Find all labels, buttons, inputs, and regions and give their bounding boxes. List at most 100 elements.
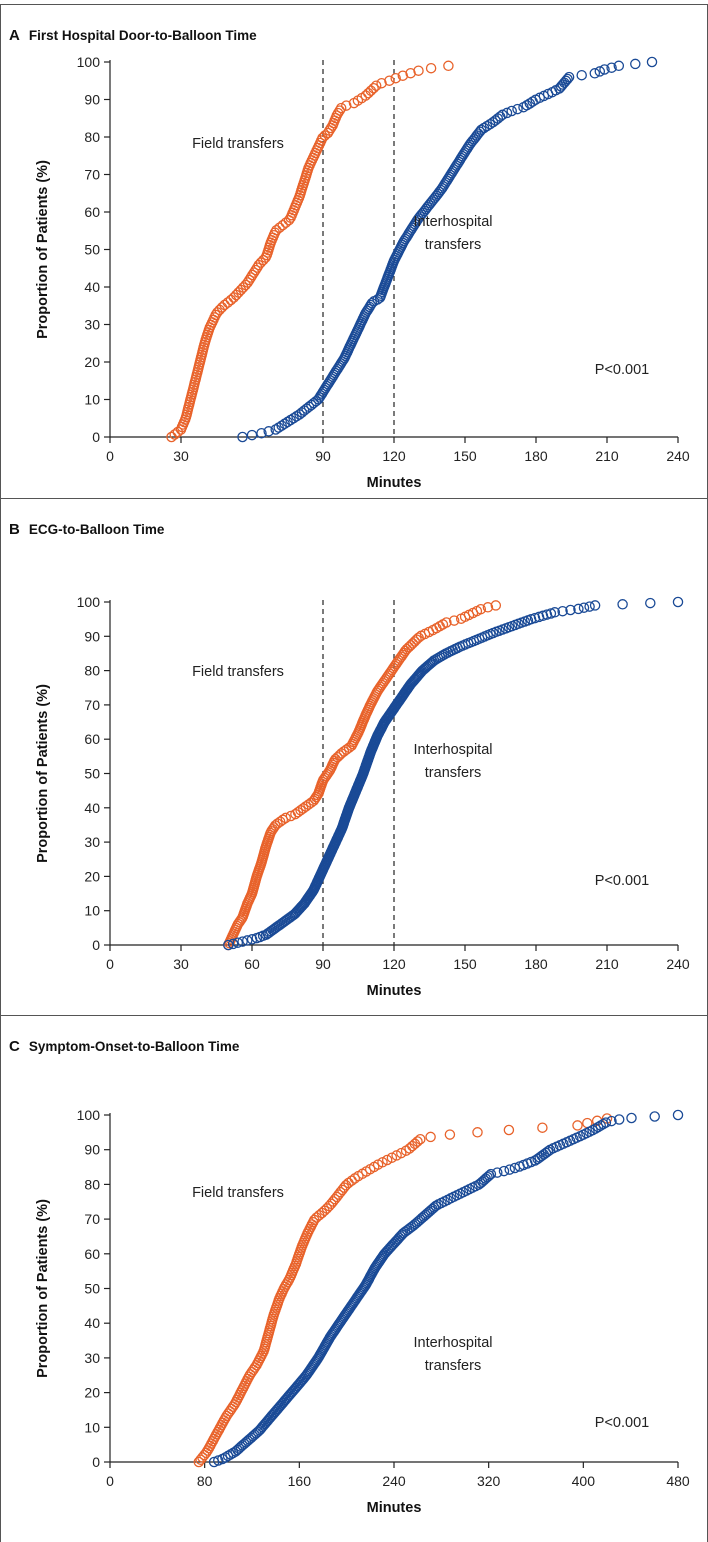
- data-point: [232, 937, 244, 948]
- data-point: [484, 118, 496, 130]
- series-field: [166, 60, 454, 443]
- data-point: [409, 636, 420, 647]
- x-tick-label-240: 240: [666, 448, 690, 464]
- data-point: [482, 1171, 493, 1183]
- series-field: [223, 600, 502, 951]
- data-point: [672, 1109, 684, 1121]
- data-point: [645, 597, 656, 609]
- y-tick-label-90: 90: [84, 628, 100, 644]
- data-point: [557, 605, 568, 617]
- data-point: [396, 1147, 407, 1159]
- data-point: [242, 935, 253, 946]
- data-point: [572, 1120, 583, 1131]
- data-point: [405, 640, 417, 651]
- data-point: [448, 615, 460, 626]
- data-point: [280, 812, 291, 824]
- x-tick-label-30: 30: [173, 956, 189, 972]
- data-point: [504, 1164, 515, 1175]
- data-point: [599, 64, 610, 75]
- data-point: [506, 105, 517, 117]
- x-axis-label: Minutes: [367, 983, 422, 999]
- y-tick-label-20: 20: [84, 354, 100, 370]
- data-point: [521, 100, 533, 111]
- data-point: [276, 420, 287, 431]
- data-point: [537, 1122, 548, 1133]
- data-point: [606, 1115, 617, 1127]
- data-point: [646, 56, 658, 68]
- data-point: [263, 426, 274, 437]
- data-point: [595, 1120, 606, 1131]
- panel-c-title: Symptom-Onset-to-Balloon Time: [28, 1038, 240, 1054]
- data-point: [563, 71, 575, 83]
- chart-b-svg: 0 10 20 30 40 50 60 70 80 90 100 0 30 60 90 120 150 180 21…: [35, 594, 690, 999]
- data-point: [589, 600, 601, 611]
- data-point: [335, 102, 347, 114]
- data-point: [444, 1129, 456, 1140]
- data-point: [256, 427, 267, 439]
- data-point: [166, 431, 177, 443]
- interhospital-label-line2: transfers: [425, 765, 481, 781]
- data-point: [366, 297, 378, 309]
- panel-a-letter: A: [9, 26, 20, 44]
- data-point: [592, 1121, 604, 1133]
- data-point: [338, 746, 350, 757]
- x-axis-label: Minutes: [367, 1500, 422, 1516]
- interhospital-label-line1: Interhospital: [414, 742, 493, 758]
- y-tick-label-30: 30: [84, 834, 100, 850]
- interhospital-label-line1: Interhospital: [414, 214, 493, 230]
- x-tick-label-120: 120: [382, 956, 406, 972]
- data-point: [492, 1167, 503, 1178]
- x-tick-label-160: 160: [288, 1473, 312, 1489]
- data-point: [169, 429, 180, 440]
- data-point: [363, 87, 374, 99]
- data-point: [295, 805, 306, 816]
- y-tick-label-70: 70: [84, 167, 100, 183]
- y-tick-label-0: 0: [92, 1454, 100, 1470]
- data-point: [222, 1450, 234, 1462]
- p-value-label: P<0.001: [595, 1415, 649, 1431]
- data-point: [613, 1114, 625, 1125]
- top-rule: [0, 0, 708, 5]
- chart-a-svg: 0 10 20 30 40 50 60 70 80 90 100 0 30 90 120 150 180 210 2…: [35, 54, 690, 491]
- data-point: [297, 803, 309, 814]
- data-point: [501, 107, 513, 119]
- data-point: [292, 806, 304, 818]
- data-point: [541, 609, 553, 620]
- p-value-label: P<0.001: [595, 873, 649, 889]
- data-point: [365, 299, 376, 311]
- data-point: [390, 72, 401, 84]
- data-point: [589, 68, 601, 79]
- data-point: [549, 607, 561, 618]
- y-tick-label-60: 60: [84, 204, 100, 220]
- panel-b-title: ECG-to-Balloon Time: [28, 521, 165, 537]
- panel-a: A First Hospital Door-to-Balloon Time 0 1…: [0, 5, 708, 499]
- data-point: [237, 431, 248, 443]
- data-point: [524, 98, 536, 109]
- data-point: [346, 1175, 357, 1186]
- y-tick-label-90: 90: [84, 1142, 100, 1158]
- data-point: [584, 601, 595, 612]
- chart-c-svg: 0 10 20 30 40 50 60 70 80 90 100 0 80 160 240 320 400 480…: [35, 1107, 690, 1516]
- y-axis-label: Proportion of Patients (%): [35, 1199, 51, 1378]
- data-point: [576, 69, 587, 81]
- data-point: [476, 124, 487, 136]
- data-point: [512, 103, 523, 115]
- x-tick-label-120: 120: [382, 448, 406, 464]
- x-tick-label-0: 0: [106, 956, 114, 972]
- data-point: [413, 65, 424, 76]
- y-tick-label-20: 20: [84, 1385, 100, 1401]
- data-point: [617, 599, 628, 610]
- x-tick-label-210: 210: [595, 956, 619, 972]
- x-axis-label: Minutes: [367, 475, 422, 491]
- data-point: [332, 751, 343, 763]
- data-point: [246, 429, 258, 441]
- y-tick-label-80: 80: [84, 1176, 100, 1192]
- data-point: [613, 60, 625, 72]
- data-point: [472, 1127, 483, 1138]
- data-point: [341, 100, 352, 111]
- data-point: [403, 641, 415, 653]
- interhospital-label-line1: Interhospital: [414, 1335, 493, 1351]
- data-point: [376, 77, 387, 89]
- data-point: [405, 67, 416, 79]
- data-point: [573, 603, 584, 615]
